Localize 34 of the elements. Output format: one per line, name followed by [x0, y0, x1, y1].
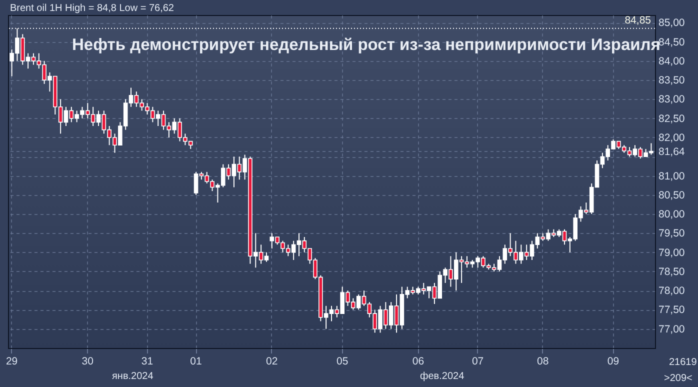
- y-tick-label: 77,50: [658, 304, 685, 316]
- text: 21619: [669, 357, 697, 368]
- x-tick-label: 29: [6, 356, 18, 368]
- y-tick-label: 83,00: [658, 94, 685, 106]
- x-tick-label: 08: [536, 356, 549, 368]
- y-tick-label: 77,00: [658, 323, 685, 336]
- x-tick-label: 09: [607, 356, 620, 368]
- y-tick-label: 83,50: [658, 74, 685, 87]
- x-tick-label: 07: [472, 356, 484, 368]
- text: >209<: [664, 373, 692, 384]
- x-tick-label: 31: [141, 356, 154, 368]
- y-tick-label: 80,00: [658, 208, 685, 221]
- x-tick-label: 30: [82, 356, 94, 368]
- y-tick-label: 79,50: [658, 228, 685, 240]
- text: янв.2024: [112, 371, 154, 382]
- y-tick-label: 78,00: [658, 285, 685, 298]
- x-tick-label: 01: [190, 356, 202, 368]
- y-tick-label: 84,00: [658, 55, 685, 68]
- text: Нефть демонстрирует недельный рост из-за непримиримости Израиля: [72, 36, 660, 55]
- y-tick-label: 79,00: [658, 246, 685, 259]
- text: фев.2024: [420, 371, 464, 382]
- y-tick-label: 84,50: [658, 36, 685, 48]
- y-tick-label: 82,00: [658, 132, 685, 144]
- y-tick-label: 81,00: [658, 170, 685, 182]
- x-tick-label: 06: [412, 356, 424, 368]
- y-tick-label: 81,64: [658, 146, 685, 158]
- ref-line-label: 84,85: [624, 14, 652, 26]
- x-tick-label: 02: [266, 356, 278, 368]
- x-tick-label: 05: [336, 356, 348, 368]
- y-tick-label: 80,50: [658, 189, 685, 202]
- chart-subtitle: Brent oil 1H High = 84,8 Low = 76,62: [10, 3, 174, 14]
- y-tick-label: 82,50: [658, 112, 685, 125]
- y-tick-label: 85,00: [658, 17, 685, 30]
- y-tick-label: 78,50: [658, 266, 685, 278]
